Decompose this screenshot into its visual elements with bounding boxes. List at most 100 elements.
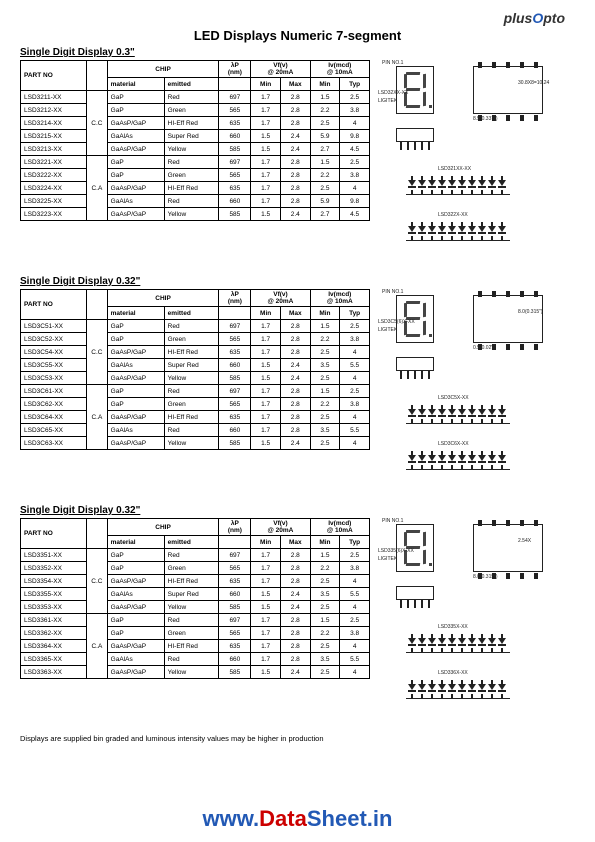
th-partno: PART NO: [21, 61, 87, 91]
cell-ivmin: 2.5: [310, 575, 340, 588]
th-cc: [87, 61, 108, 91]
cell-material: GaAsP/GaP: [107, 346, 164, 359]
table-row: LSD3211-XX C.C GaP Red 697 1.7 2.8 1.5 2…: [21, 91, 370, 104]
cell-vfmin: 1.7: [251, 411, 281, 424]
cell-lp: 565: [219, 398, 251, 411]
diagram-dim2-label: 8.5(0.337"): [473, 116, 498, 122]
cell-ivmin: 2.5: [310, 666, 340, 679]
diagram-dim2-label: 0.5(0.02"): [473, 345, 495, 351]
th-cc: [87, 290, 108, 320]
cell-material: GaAlAs: [107, 653, 164, 666]
cell-vfmin: 1.7: [251, 91, 281, 104]
cell-vfmin: 1.7: [251, 562, 281, 575]
cell-vfmax: 2.4: [280, 666, 310, 679]
wm-sheet: Sheet: [307, 806, 367, 831]
th-partno: PART NO: [21, 290, 87, 320]
cell-vfmax: 2.8: [280, 562, 310, 575]
cell-cc: C.A: [87, 614, 108, 679]
th-iv-typ: Typ: [340, 307, 370, 320]
cell-vfmin: 1.7: [251, 653, 281, 666]
cell-partno: LSD3C61-XX: [21, 385, 87, 398]
cell-ivtyp: 2.5: [340, 614, 370, 627]
diagram-dim-label: 2.54X: [518, 538, 531, 544]
th-vf-max: Max: [280, 78, 310, 91]
cell-vfmin: 1.7: [251, 549, 281, 562]
table-row: LSD3354-XX GaAsP/GaP HI-Eff Red 635 1.7 …: [21, 575, 370, 588]
cell-material: GaP: [107, 333, 164, 346]
cell-emitted: Green: [164, 398, 219, 411]
cell-ivmin: 2.5: [310, 117, 340, 130]
table-row: LSD3C54-XX GaAsP/GaP HI-Eff Red 635 1.7 …: [21, 346, 370, 359]
mechanical-diagram: LSD321XX-XXLSD322X-XXPIN NO.1LSD32XX-XXL…: [378, 60, 575, 270]
cell-vfmin: 1.5: [251, 601, 281, 614]
cell-material: GaP: [107, 562, 164, 575]
cell-material: GaAsP/GaP: [107, 575, 164, 588]
cell-lp: 660: [219, 653, 251, 666]
cell-ivtyp: 3.8: [340, 333, 370, 346]
cell-vfmin: 1.7: [251, 398, 281, 411]
cell-lp: 660: [219, 588, 251, 601]
cell-material: GaP: [107, 614, 164, 627]
table-row: LSD3C53-XX GaAsP/GaP Yellow 585 1.5 2.4 …: [21, 372, 370, 385]
cell-ivtyp: 4: [340, 346, 370, 359]
cell-partno: LSD3364-XX: [21, 640, 87, 653]
cell-vfmin: 1.7: [251, 117, 281, 130]
cell-ivtyp: 3.8: [340, 398, 370, 411]
cell-vfmax: 2.8: [280, 398, 310, 411]
cell-partno: LSD3355-XX: [21, 588, 87, 601]
cell-vfmax: 2.8: [280, 640, 310, 653]
table-row: LSD3C62-XX GaP Green 565 1.7 2.8 2.2 3.8: [21, 398, 370, 411]
footnote: Displays are supplied bin graded and lum…: [20, 734, 575, 743]
diagram-array-label: LSD322X-XX: [438, 212, 468, 218]
cell-ivmin: 3.5: [310, 653, 340, 666]
cell-ivmin: 1.5: [310, 549, 340, 562]
cell-emitted: Yellow: [164, 372, 219, 385]
cell-vfmin: 1.7: [251, 104, 281, 117]
cell-vfmax: 2.8: [280, 424, 310, 437]
th-lp: λP(nm): [219, 61, 251, 78]
th-chip: CHIP: [107, 519, 219, 536]
cell-lp: 585: [219, 208, 251, 221]
th-vf-max: Max: [280, 307, 310, 320]
th-vf: Vf(v)@ 20mA: [251, 290, 310, 307]
cell-lp: 585: [219, 666, 251, 679]
cell-vfmax: 2.8: [280, 411, 310, 424]
cell-vfmin: 1.7: [251, 614, 281, 627]
diagram-array-label: LSD321XX-XX: [438, 166, 471, 172]
cell-vfmax: 2.8: [280, 91, 310, 104]
cell-lp: 585: [219, 437, 251, 450]
cell-vfmin: 1.7: [251, 627, 281, 640]
cell-material: GaP: [107, 320, 164, 333]
cell-ivmin: 3.5: [310, 588, 340, 601]
cell-material: GaP: [107, 104, 164, 117]
wm-www: www.: [203, 806, 260, 831]
th-vf-max: Max: [280, 536, 310, 549]
cell-partno: LSD3221-XX: [21, 156, 87, 169]
table-row: LSD3213-XX GaAsP/GaP Yellow 585 1.5 2.4 …: [21, 143, 370, 156]
cell-ivmin: 1.5: [310, 91, 340, 104]
cell-cc: C.A: [87, 385, 108, 450]
table-row: LSD3363-XX GaAsP/GaP Yellow 585 1.5 2.4 …: [21, 666, 370, 679]
cell-lp: 635: [219, 411, 251, 424]
cell-ivtyp: 3.8: [340, 104, 370, 117]
th-cc: [87, 519, 108, 549]
cell-ivtyp: 9.8: [340, 130, 370, 143]
table-row: LSD3C61-XX C.A GaP Red 697 1.7 2.8 1.5 2…: [21, 385, 370, 398]
th-iv-min: Min: [310, 307, 340, 320]
th-lp-blank: [219, 536, 251, 549]
cell-material: GaP: [107, 549, 164, 562]
cell-ivmin: 5.9: [310, 195, 340, 208]
diagram-dim-label: 30.8X8=10.24: [518, 80, 549, 86]
cell-vfmin: 1.5: [251, 208, 281, 221]
cell-vfmax: 2.8: [280, 117, 310, 130]
cell-emitted: HI-Eff Red: [164, 411, 219, 424]
cell-vfmax: 2.8: [280, 653, 310, 666]
cell-ivtyp: 4: [340, 666, 370, 679]
cell-ivmin: 2.5: [310, 411, 340, 424]
cell-vfmin: 1.7: [251, 575, 281, 588]
diagram-brand-label: LIGITEK: [378, 556, 397, 562]
diagram-brand-label: LIGITEK: [378, 327, 397, 333]
cell-lp: 697: [219, 549, 251, 562]
diagram-partref-label: LSD32XX-XX: [378, 90, 408, 96]
cell-vfmin: 1.5: [251, 130, 281, 143]
